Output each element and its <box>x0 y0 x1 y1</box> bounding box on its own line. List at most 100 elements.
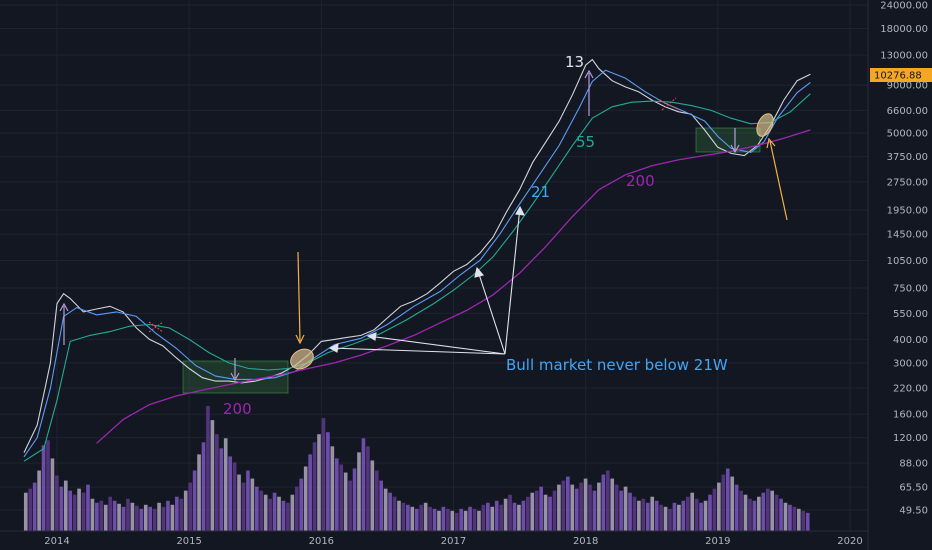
volume-bar <box>223 438 228 531</box>
volume-bar <box>135 505 139 531</box>
volume-bar <box>161 506 166 531</box>
volume-bar <box>463 510 468 531</box>
volume-bar <box>166 500 170 531</box>
volume-bar <box>232 462 237 531</box>
ma-line-200 <box>96 129 811 444</box>
volume-bar <box>357 452 361 531</box>
y-tick-label: 1450.00 <box>887 230 928 241</box>
volume-bar <box>272 492 277 531</box>
volume-bar <box>614 484 619 531</box>
volume-bar <box>254 486 259 531</box>
volume-bar <box>143 504 148 531</box>
x-tick-label: 2016 <box>309 536 334 547</box>
volume-bar <box>170 504 175 531</box>
volume-bar <box>383 488 388 531</box>
volume-bar <box>326 432 330 531</box>
volume-bar <box>268 498 272 531</box>
volume-bar <box>219 448 224 531</box>
x-tick-label: 2019 <box>705 536 730 547</box>
volume-bar <box>379 480 384 531</box>
drop-arrows <box>59 69 740 382</box>
volume-bar <box>481 504 486 531</box>
volume-bar <box>579 482 583 531</box>
volume-bar <box>805 512 810 531</box>
volume-bar <box>321 418 326 531</box>
volume-bar <box>183 490 188 531</box>
volume-bar <box>299 478 304 531</box>
ma-label-21: 21 <box>531 183 550 201</box>
volume-bar <box>148 506 153 531</box>
y-tick-label: 9000.00 <box>887 81 928 92</box>
volume-bar <box>152 508 157 531</box>
volume-bar <box>192 470 197 531</box>
volume-bar <box>521 500 526 531</box>
volume-bar <box>419 504 424 531</box>
volume-bar <box>197 454 201 531</box>
volume-bar <box>512 502 517 531</box>
volume-bar <box>68 490 73 531</box>
bull-arrow-4 <box>504 206 521 355</box>
bull-arrow-1 <box>329 347 506 355</box>
volume-bar <box>121 506 126 531</box>
volume-bar <box>477 510 481 531</box>
volume-bar <box>343 472 348 531</box>
volume-bar <box>797 508 801 531</box>
volume-bar <box>286 502 290 531</box>
volume-bar <box>228 456 232 531</box>
last-price-badge <box>870 68 932 82</box>
volume-bar <box>765 488 770 531</box>
x-tick-label: 2017 <box>441 536 466 547</box>
volume-bar <box>215 434 219 531</box>
y-tick-label: 18000.00 <box>880 24 928 35</box>
volume-bar <box>712 488 717 531</box>
y-tick-label: 13000.00 <box>880 51 928 62</box>
volume-bar <box>277 496 281 531</box>
orange-arrow-2019 <box>769 140 788 221</box>
volume-bar <box>330 446 335 531</box>
volume-bar <box>677 504 681 531</box>
volume-bar <box>188 482 192 531</box>
bull-arrows <box>328 205 525 355</box>
volume-bar <box>32 482 37 531</box>
volume-bars <box>23 406 810 531</box>
y-tick-label: 160.00 <box>893 410 928 421</box>
highlight-ellipse-2019 <box>756 113 774 137</box>
volume-bar <box>717 482 721 531</box>
volume-bar <box>23 492 28 531</box>
volume-bar <box>86 484 90 531</box>
volume-bar <box>774 494 779 531</box>
y-tick-label: 1950.00 <box>887 205 928 216</box>
volume-bar <box>770 490 775 531</box>
ma-line-55 <box>23 93 811 462</box>
volume-bar <box>454 512 459 531</box>
volume-bar <box>641 498 646 531</box>
y-tick-label: 120.00 <box>893 433 928 444</box>
volume-bar <box>552 490 557 531</box>
orange-arrow-2019-head <box>766 137 776 149</box>
cross-markers <box>148 97 680 333</box>
volume-bar <box>206 406 210 531</box>
orange-arrow-2015 <box>297 251 301 342</box>
bull-market-annotation: Bull market never below 21W <box>506 356 728 374</box>
volume-bar <box>303 466 308 531</box>
y-tick-label: 2750.00 <box>887 177 928 188</box>
volume-bar <box>685 496 690 531</box>
volume-bar <box>494 500 499 531</box>
ma-label-200-lower: 200 <box>223 400 252 418</box>
volume-bar <box>90 498 95 531</box>
volume-bar <box>534 490 539 531</box>
volume-bar <box>725 468 730 531</box>
volume-bar <box>108 496 113 531</box>
volume-bar <box>370 460 375 531</box>
volume-bar <box>526 496 530 531</box>
volume-bar <box>259 490 264 531</box>
drop-arrow-2019-head <box>730 144 740 154</box>
bull-arrow-3 <box>476 267 506 355</box>
volume-bar <box>619 490 623 531</box>
volume-bar <box>112 500 117 531</box>
volume-bar <box>623 486 628 531</box>
volume-bar <box>77 488 81 531</box>
volume-bar <box>290 494 295 531</box>
x-tick-label: 2020 <box>837 536 862 547</box>
